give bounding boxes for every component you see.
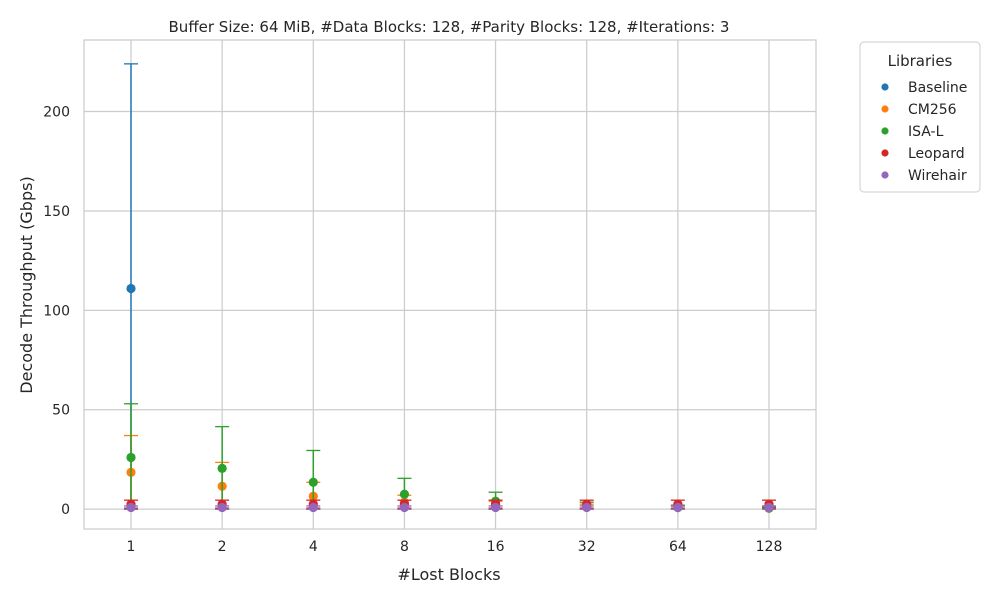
data-point: [126, 452, 136, 463]
x-axis-ticks: 1 2 4 8 16 32 64 128: [127, 539, 783, 555]
data-point: [126, 502, 136, 513]
legend-label: CM256: [908, 102, 957, 118]
y-tick-label: 0: [61, 502, 70, 518]
series-wirehair: [124, 502, 776, 513]
legend-box: [859, 41, 981, 193]
y-tick-label: 50: [52, 403, 70, 419]
y-axis-label: Decode Throughput (Gbps): [17, 176, 36, 393]
x-tick-label: 8: [400, 539, 409, 555]
legend-marker: [881, 83, 889, 91]
x-tick-label: 16: [487, 539, 505, 555]
legend-marker: [881, 149, 889, 157]
legend-marker: [881, 127, 889, 135]
legend-marker: [881, 171, 889, 179]
legend-label: Baseline: [908, 80, 967, 96]
x-tick-label: 2: [218, 539, 227, 555]
data-point: [764, 502, 774, 513]
x-tick-label: 1: [127, 539, 136, 555]
y-axis-ticks: 0 50 100 150 200: [43, 105, 70, 519]
x-tick-label: 128: [756, 539, 783, 555]
y-tick-label: 100: [43, 303, 70, 319]
legend-marker: [881, 105, 889, 113]
legend-title: Libraries: [888, 52, 953, 70]
data-point: [399, 502, 410, 513]
series: [124, 63, 776, 513]
y-tick-label: 150: [43, 204, 70, 220]
x-tick-label: 64: [669, 539, 687, 555]
y-tick-label: 200: [43, 105, 70, 121]
legend-label: Leopard: [908, 146, 965, 162]
data-point: [399, 489, 410, 499]
x-axis-label: #Lost Blocks: [397, 565, 500, 584]
data-point: [308, 477, 318, 487]
data-point: [490, 502, 501, 513]
legend-label: ISA-L: [908, 124, 944, 140]
legend-label: Wirehair: [908, 168, 967, 184]
plot-area-frame: [83, 39, 817, 530]
grid: [84, 40, 816, 529]
data-point: [126, 283, 136, 294]
legend: Libraries Baseline CM256 ISA-L Leopard Wireh…: [859, 41, 981, 193]
data-point: [217, 463, 227, 473]
chart-title: Buffer Size: 64 MiB, #Data Blocks: 128, …: [169, 18, 730, 36]
legend-items: Baseline CM256 ISA-L Leopard Wirehair: [881, 80, 967, 184]
x-tick-label: 4: [309, 539, 318, 555]
x-tick-label: 32: [578, 539, 596, 555]
data-point: [582, 502, 592, 513]
data-point: [308, 502, 318, 513]
data-point: [673, 502, 683, 513]
data-point: [217, 502, 227, 513]
